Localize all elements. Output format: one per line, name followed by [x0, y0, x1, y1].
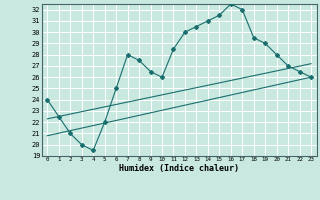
X-axis label: Humidex (Indice chaleur): Humidex (Indice chaleur)	[119, 164, 239, 173]
